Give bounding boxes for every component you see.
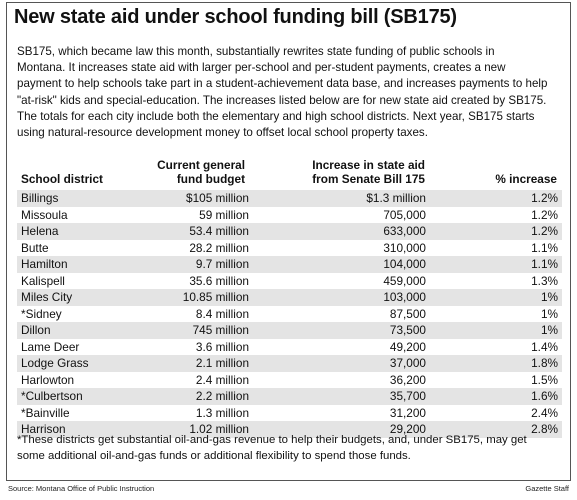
cell-pct: 1% [540, 323, 558, 337]
column-header-budget-line1: Current general [157, 158, 245, 172]
table-row: *Culbertson 2.2 million 35,700 1.6% [17, 388, 562, 405]
cell-pct: 1.2% [531, 207, 558, 222]
cell-pct: 1.2% [531, 224, 558, 238]
graphic-title: New state aid under school funding bill … [14, 6, 457, 28]
cell-increase: 35,700 [389, 389, 426, 403]
cell-district: *Bainville [21, 405, 70, 420]
cell-district: Butte [21, 240, 49, 255]
table-row: Helena 53.4 million 633,000 1.2% [17, 223, 562, 240]
table-row: Lodge Grass 2.1 million 37,000 1.8% [17, 355, 562, 372]
staff-credit: Gazette Staff [525, 484, 569, 493]
cell-increase: 459,000 [383, 273, 426, 288]
cell-budget: 53.4 million [189, 224, 249, 238]
table-body: Billings $105 million $1.3 million 1.2% Miss… [17, 190, 562, 438]
cell-pct: 1.5% [531, 372, 558, 387]
table-row: Harrison 1.02 million 29,200 2.8% [17, 421, 562, 438]
cell-increase: 633,000 [383, 224, 426, 238]
table-row: Hamilton 9.7 million 104,000 1.1% [17, 256, 562, 273]
cell-increase: 104,000 [383, 257, 426, 271]
cell-increase: 705,000 [383, 207, 426, 222]
cell-budget: 2.2 million [195, 389, 249, 403]
intro-line: The totals for each city include both th… [17, 109, 535, 123]
cell-district: Helena [21, 224, 59, 238]
cell-pct: 1% [540, 290, 558, 304]
cell-district: Missoula [21, 207, 68, 222]
cell-budget: 3.6 million [195, 339, 249, 354]
footnote: *These districts get substantial oil-and… [17, 432, 562, 464]
cell-district: Hamilton [21, 257, 68, 271]
table-row: Harlowton 2.4 million 36,200 1.5% [17, 372, 562, 389]
table-row: Kalispell 35.6 million 459,000 1.3% [17, 273, 562, 290]
cell-district: Harrison [21, 422, 66, 436]
intro-text: SB175, which became law this month, subs… [17, 44, 561, 141]
cell-district: *Sidney [21, 306, 62, 321]
cell-district: Harlowton [21, 372, 75, 387]
cell-district: Dillon [21, 323, 51, 337]
cell-pct: 1.4% [531, 339, 558, 354]
cell-district: Lodge Grass [21, 356, 89, 370]
cell-district: Lame Deer [21, 339, 80, 354]
cell-increase: $1.3 million [366, 191, 426, 205]
footnote-line: some additional oil-and-gas funds or add… [17, 450, 411, 462]
cell-pct: 1.8% [531, 356, 558, 370]
cell-pct: 2.8% [531, 422, 558, 436]
intro-line: SB175, which became law this month, subs… [17, 45, 495, 58]
cell-district: *Culbertson [21, 389, 83, 403]
table-row: *Bainville 1.3 million 31,200 2.4% [17, 405, 562, 422]
column-header-increase-line2: from Senate Bill 175 [312, 172, 425, 186]
column-header-budget-line2: fund budget [176, 172, 245, 186]
intro-line: using natural-resource development money… [17, 126, 428, 140]
cell-budget: 2.4 million [195, 372, 249, 387]
table-row: Butte 28.2 million 310,000 1.1% [17, 240, 562, 257]
cell-pct: 1.1% [531, 257, 558, 271]
cell-budget: 28.2 million [189, 240, 249, 255]
column-header-pct: % increase [495, 172, 557, 186]
cell-district: Miles City [21, 290, 73, 304]
cell-increase: 49,200 [389, 339, 426, 354]
cell-budget: 1.02 million [189, 422, 249, 436]
cell-increase: 87,500 [389, 306, 426, 321]
cell-budget: 1.3 million [195, 405, 249, 420]
intro-line: Montana. It increases state aid with lar… [17, 61, 506, 75]
cell-pct: 1.2% [531, 191, 558, 205]
funding-table: School district Current general fund bud… [17, 148, 562, 438]
cell-increase: 103,000 [383, 290, 426, 304]
table-row: Missoula 59 million 705,000 1.2% [17, 207, 562, 224]
cell-budget: 2.1 million [195, 356, 249, 370]
cell-district: Kalispell [21, 273, 65, 288]
table-header: School district Current general fund bud… [17, 148, 562, 190]
cell-budget: 9.7 million [195, 257, 249, 271]
cell-budget: 35.6 million [189, 273, 249, 288]
table-row: Miles City 10.85 million 103,000 1% [17, 289, 562, 306]
column-header-budget: Current general fund budget [155, 158, 245, 186]
table-row: *Sidney 8.4 million 87,500 1% [17, 306, 562, 323]
cell-pct: 1.6% [531, 389, 558, 403]
cell-pct: 1% [540, 306, 558, 321]
cell-budget: 10.85 million [182, 290, 249, 304]
cell-increase: 73,500 [389, 323, 426, 337]
table-row: Billings $105 million $1.3 million 1.2% [17, 190, 562, 207]
intro-line: "at-risk" kids and special-education. Th… [17, 93, 547, 107]
column-header-increase: Increase in state aid from Senate Bill 1… [285, 158, 425, 186]
cell-budget: 745 million [192, 323, 249, 337]
table-row: Dillon 745 million 73,500 1% [17, 322, 562, 339]
cell-increase: 37,000 [389, 356, 426, 370]
cell-district: Billings [21, 191, 59, 205]
cell-pct: 1.3% [531, 273, 558, 288]
column-header-district: School district [21, 172, 103, 186]
table-row: Lame Deer 3.6 million 49,200 1.4% [17, 339, 562, 356]
cell-increase: 36,200 [389, 372, 426, 387]
intro-line: payment to help schools take part in a s… [17, 77, 548, 91]
cell-budget: 8.4 million [195, 306, 249, 321]
footnote-line: *These districts get substantial oil-and… [17, 434, 527, 446]
cell-pct: 2.4% [531, 405, 558, 420]
cell-increase: 31,200 [389, 405, 426, 420]
cell-increase: 29,200 [389, 422, 426, 436]
source-credit: Source: Montana Office of Public Instruc… [8, 484, 155, 493]
cell-budget: 59 million [199, 207, 249, 222]
cell-increase: 310,000 [383, 240, 426, 255]
column-header-increase-line1: Increase in state aid [312, 158, 425, 172]
cell-budget: $105 million [186, 191, 249, 205]
cell-pct: 1.1% [531, 240, 558, 255]
